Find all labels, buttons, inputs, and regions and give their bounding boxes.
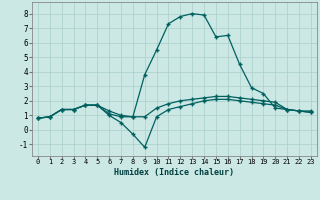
X-axis label: Humidex (Indice chaleur): Humidex (Indice chaleur) <box>115 168 234 177</box>
